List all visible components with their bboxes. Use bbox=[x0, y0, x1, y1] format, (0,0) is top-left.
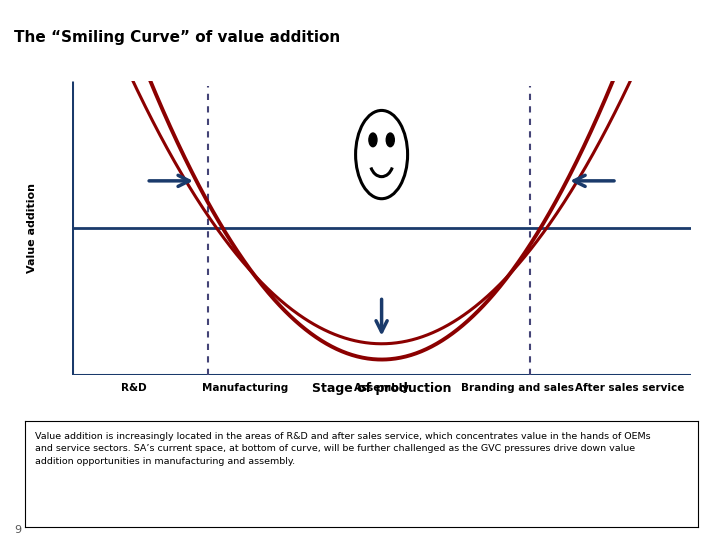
Text: R&D: R&D bbox=[121, 383, 147, 393]
Text: Assembly: Assembly bbox=[354, 383, 410, 393]
Circle shape bbox=[369, 133, 377, 147]
Text: After sales service: After sales service bbox=[575, 383, 684, 393]
Text: 9: 9 bbox=[14, 524, 22, 535]
Text: Value addition: Value addition bbox=[27, 183, 37, 273]
Circle shape bbox=[386, 133, 395, 147]
Text: Stage of production: Stage of production bbox=[312, 382, 451, 395]
Text: Value addition is increasingly located in the areas of R&D and after sales servi: Value addition is increasingly located i… bbox=[35, 432, 651, 465]
Text: Manufacturing: Manufacturing bbox=[202, 383, 289, 393]
Text: The “Smiling Curve” of value addition: The “Smiling Curve” of value addition bbox=[14, 30, 341, 45]
Text: Branding and sales: Branding and sales bbox=[462, 383, 575, 393]
